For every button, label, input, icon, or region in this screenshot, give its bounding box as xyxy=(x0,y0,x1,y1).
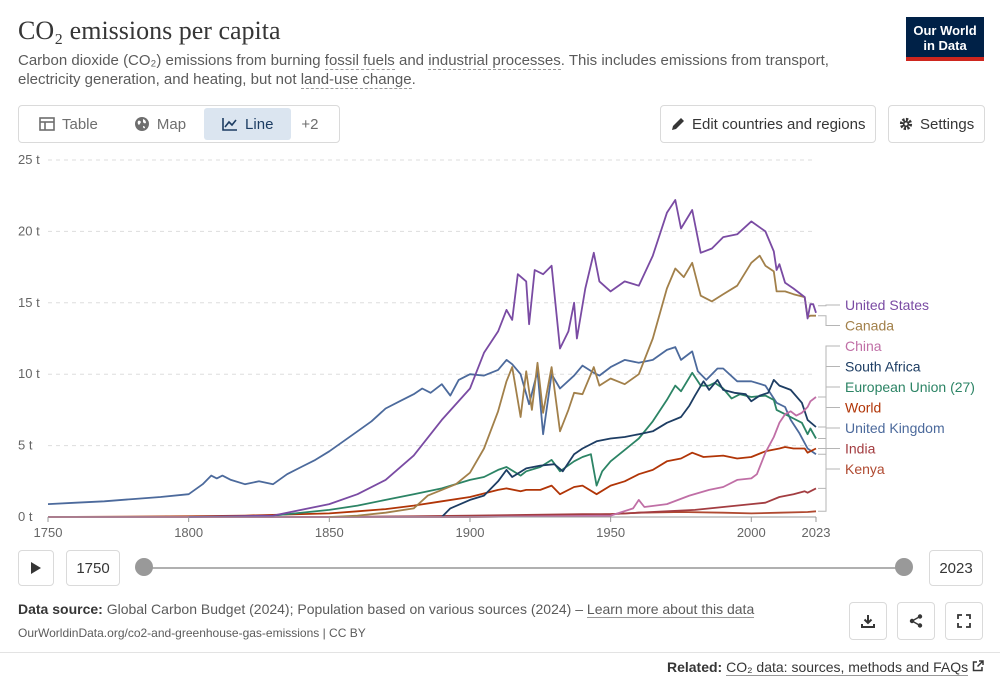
subtitle-text: Carbon dioxide (CO₂) emissions from burn… xyxy=(18,52,325,69)
download-button[interactable] xyxy=(849,602,887,640)
end-year-box[interactable]: 2023 xyxy=(929,550,983,586)
tab-table[interactable]: Table xyxy=(21,108,116,140)
series-line[interactable] xyxy=(47,346,817,505)
series-line[interactable] xyxy=(188,199,817,518)
fossil-fuels-link[interactable]: fossil fuels xyxy=(324,52,395,70)
y-tick-label: 25 t xyxy=(18,152,40,167)
chart-title: CO₂ emissions per capita xyxy=(18,16,281,45)
tab-label: Map xyxy=(156,115,187,133)
tab-more[interactable]: +2 xyxy=(291,108,328,140)
timeline-track[interactable] xyxy=(144,567,904,569)
external-link-icon xyxy=(972,660,984,672)
timeline-end-handle[interactable] xyxy=(895,558,913,576)
y-tick-label: 0 t xyxy=(18,509,33,524)
x-tick-label: 1950 xyxy=(596,525,625,540)
source-label: Data source: xyxy=(18,601,103,617)
line-chart-icon xyxy=(222,118,238,131)
table-icon xyxy=(39,117,55,131)
view-tabs: Table Map Line +2 xyxy=(18,105,340,143)
series-line[interactable] xyxy=(329,254,816,518)
related-faq-link[interactable]: CO₂ data: sources, methods and FAQs xyxy=(726,659,969,676)
play-button[interactable] xyxy=(18,550,54,586)
legend-connector xyxy=(818,427,840,455)
series-line[interactable] xyxy=(441,379,817,518)
edit-countries-label: Edit countries and regions xyxy=(692,115,866,133)
tab-line[interactable]: Line xyxy=(204,108,292,140)
y-tick-label: 10 t xyxy=(18,366,40,381)
series-line[interactable] xyxy=(47,446,817,518)
play-icon xyxy=(31,562,41,574)
settings-label: Settings xyxy=(920,115,975,133)
globe-icon xyxy=(134,117,149,131)
legend-connector xyxy=(818,345,840,398)
y-tick-label: 20 t xyxy=(18,223,40,238)
fullscreen-button[interactable] xyxy=(945,602,983,640)
chart-url[interactable]: OurWorldinData.org/co2-and-greenhouse-ga… xyxy=(18,626,366,640)
x-tick-label: 1750 xyxy=(34,525,63,540)
logo-line: Our World xyxy=(913,23,977,38)
chart-subtitle: Carbon dioxide (CO₂) emissions from burn… xyxy=(18,51,878,89)
related-label: Related: xyxy=(666,659,723,675)
legend-connector xyxy=(818,304,840,307)
source-text: Global Carbon Budget (2024); Population … xyxy=(102,601,587,617)
legend-label[interactable]: Canada xyxy=(845,318,894,334)
x-tick-label: 1900 xyxy=(456,525,485,540)
share-icon xyxy=(909,614,923,628)
data-source: Data source: Global Carbon Budget (2024)… xyxy=(18,601,755,618)
legend-connector xyxy=(818,315,840,326)
footer-divider xyxy=(0,652,1000,653)
legend-label[interactable]: South Africa xyxy=(845,359,921,375)
start-year-box[interactable]: 1750 xyxy=(66,550,120,586)
subtitle-text: . This includes emissions from transport… xyxy=(18,52,829,88)
timeline-start-handle[interactable] xyxy=(135,558,153,576)
legend-label[interactable]: United Kingdom xyxy=(845,420,945,436)
land-use-change-link[interactable]: land-use change xyxy=(300,71,412,89)
line-chart: United States Canada China South Africa Euro… xyxy=(18,152,975,540)
logo-line: in Data xyxy=(923,38,967,53)
x-tick-label: 2023 xyxy=(802,525,831,540)
tab-map[interactable]: Map xyxy=(116,108,204,140)
share-button[interactable] xyxy=(897,602,935,640)
legend-connector xyxy=(818,468,840,512)
gear-icon xyxy=(899,117,913,131)
legend-connector xyxy=(818,386,840,439)
legend-label[interactable]: India xyxy=(845,441,876,457)
related-links: Related: CO₂ data: sources, methods and … xyxy=(666,659,984,676)
learn-more-link[interactable]: Learn more about this data xyxy=(586,601,755,618)
x-tick-label: 2000 xyxy=(737,525,766,540)
owid-logo[interactable]: Our World in Data xyxy=(906,17,984,61)
y-tick-label: 5 t xyxy=(18,438,33,453)
pencil-icon xyxy=(672,118,684,130)
tab-label: Table xyxy=(62,115,98,133)
subtitle-text: and xyxy=(394,52,429,69)
download-icon xyxy=(861,615,875,628)
series-line[interactable] xyxy=(48,396,817,518)
series-line[interactable] xyxy=(48,487,817,518)
y-tick-label: 15 t xyxy=(18,295,40,310)
tab-label: Line xyxy=(245,115,274,133)
legend-label[interactable]: World xyxy=(845,400,881,416)
tab-label: +2 xyxy=(301,115,319,133)
legend-connector xyxy=(818,448,840,489)
subtitle-text: . xyxy=(411,71,416,88)
legend-label[interactable]: China xyxy=(845,338,882,354)
settings-button[interactable]: Settings xyxy=(888,105,986,143)
x-tick-label: 1850 xyxy=(315,525,344,540)
industrial-processes-link[interactable]: industrial processes xyxy=(428,52,561,70)
legend-label[interactable]: Kenya xyxy=(845,461,885,477)
series-line[interactable] xyxy=(273,371,817,517)
edit-countries-button[interactable]: Edit countries and regions xyxy=(660,105,877,143)
fullscreen-icon xyxy=(957,614,971,628)
legend-label[interactable]: United States xyxy=(845,297,929,313)
x-tick-label: 1800 xyxy=(174,525,203,540)
legend-label[interactable]: European Union (27) xyxy=(845,379,975,395)
